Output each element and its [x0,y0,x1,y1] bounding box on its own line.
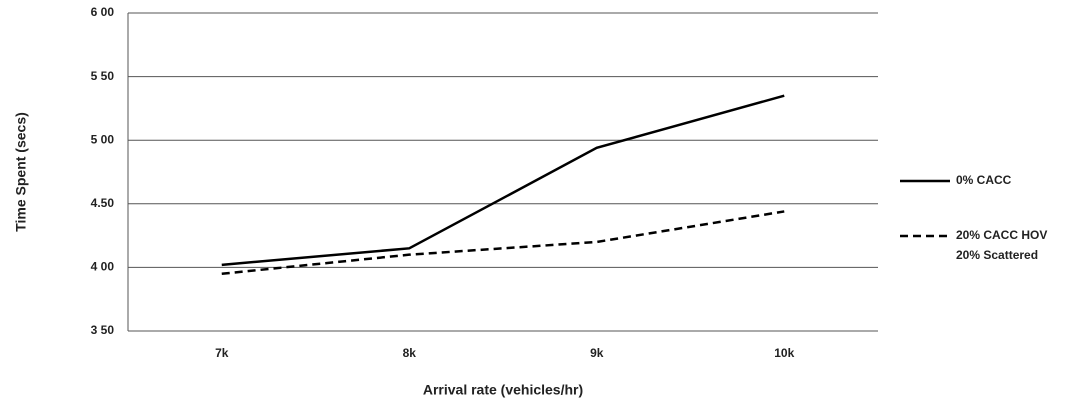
x-tick-label: 10k [774,346,794,360]
y-tick-label: 4 00 [91,260,115,274]
y-tick-label: 4.50 [91,196,115,210]
x-axis-label: Arrival rate (vehicles/hr) [423,382,583,398]
series-line [221,210,785,276]
x-tick-label: 8k [403,346,417,360]
y-axis-label: Time Spent (secs) [13,112,29,232]
legend-label: 20% CACC HOV [956,228,1047,242]
y-tick-label: 3 50 [91,323,115,337]
legend-label: 20% Scattered [956,248,1038,262]
y-tick-label: 5 50 [91,69,115,83]
x-tick-label: 7k [215,346,229,360]
y-tick-label: 6 00 [91,5,115,19]
y-tick-label: 5 00 [91,132,115,146]
legend-label: 0% CACC [956,173,1012,187]
series-line [221,94,785,267]
x-tick-label: 9k [590,346,604,360]
